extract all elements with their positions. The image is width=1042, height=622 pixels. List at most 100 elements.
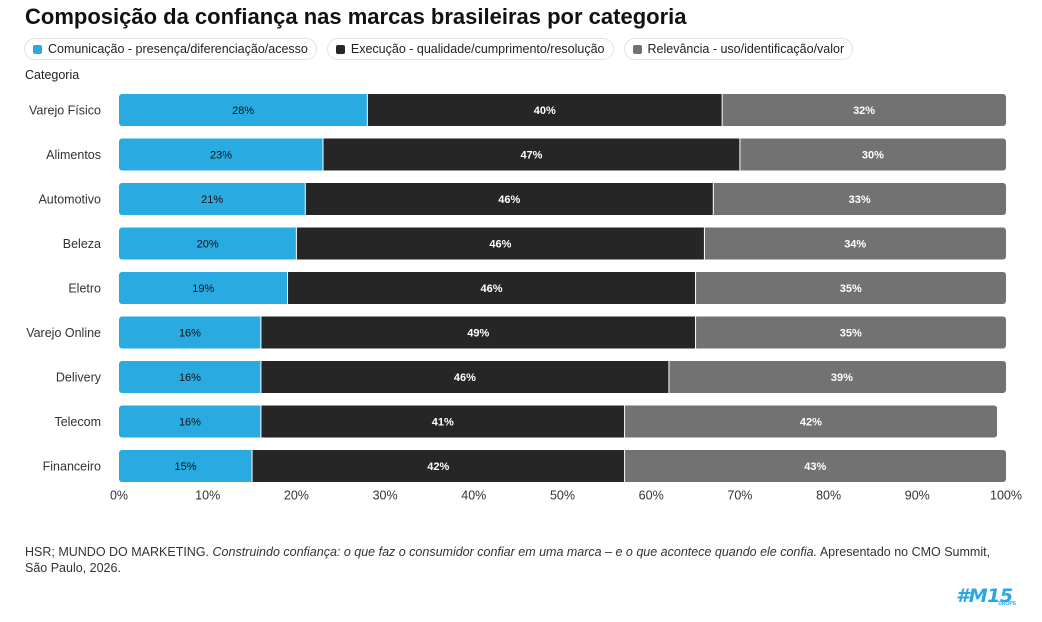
legend-item-relevancia[interactable]: Relevância - uso/identificação/valor [623,38,854,60]
data-label-execucao-beleza: 46% [489,239,511,251]
bar-relevancia-delivery [668,361,1006,393]
data-label-relevancia-alimentos: 30% [862,150,884,162]
category-label-alimentos: Alimentos [46,148,101,162]
bar-relevancia-financeiro [624,450,1006,482]
bar-execucao-eletro [287,272,696,304]
data-label-execucao-delivery: 46% [454,372,476,384]
bar-relevancia-telecom [624,405,998,438]
category-label-varejo-online: Varejo Online [26,326,101,340]
data-label-execucao-telecom: 41% [432,417,454,429]
legend-swatch-comunicacao [33,44,42,54]
x-tick-label-2: 20% [284,489,309,503]
data-label-execucao-eletro: 46% [481,283,503,295]
bar-row-delivery [119,361,1006,393]
stacked-bar-chart: Varejo Físico 28% 40% 32% Alimentos 23% 47% 30%… [26,94,1022,503]
data-label-relevancia-beleza: 34% [844,239,866,251]
bar-execucao-telecom [260,405,625,438]
data-label-execucao-varejo-online: 49% [467,328,489,340]
bar-row-alimentos [119,138,1006,171]
data-label-comunicacao-alimentos: 23% [210,150,232,162]
x-tick-label-6: 60% [639,489,664,503]
bar-relevancia-varejo-fisico [722,94,1006,126]
y-axis-title: Categoria [25,68,80,82]
data-label-comunicacao-financeiro: 15% [175,461,197,473]
bar-execucao-varejo-online [260,316,696,349]
data-label-comunicacao-automotivo: 21% [201,194,223,206]
bar-comunicacao-delivery [119,361,261,393]
data-label-comunicacao-varejo-online: 16% [179,328,201,340]
chart-title: Composição da confiança nas marcas brasi… [25,4,687,29]
source-title: Construindo confiança: o que faz o consu… [212,545,818,559]
data-label-execucao-alimentos: 47% [520,150,542,162]
data-label-relevancia-eletro: 35% [840,283,862,295]
bar-row-automotivo [119,183,1006,215]
bar-row-telecom [119,405,998,438]
x-tick-label-1: 10% [195,489,220,503]
category-label-automotivo: Automotivo [38,193,101,207]
bar-comunicacao-financeiro [119,450,253,482]
bar-relevancia-varejo-online [695,316,1006,349]
category-label-eletro: Eletro [68,282,101,296]
data-label-relevancia-varejo-fisico: 32% [853,105,875,117]
bar-execucao-varejo-fisico [367,94,723,126]
bar-comunicacao-eletro [119,272,288,304]
legend-item-comunicacao[interactable]: Comunicação - presença/diferenciação/ace… [24,38,317,60]
legend-label-relevancia: Relevância - uso/identificação/valor [647,42,845,56]
x-tick-label-7: 70% [727,489,752,503]
legend-label-comunicacao: Comunicação - presença/diferenciação/ace… [48,42,308,56]
legend-label-execucao: Execução - qualidade/cumprimento/resoluç… [350,42,605,56]
x-tick-label-5: 50% [550,489,575,503]
bar-row-eletro [119,272,1006,304]
data-label-comunicacao-beleza: 20% [197,239,219,251]
source-suffix: Apresentado no CMO Summit, São Paulo, 20… [25,545,991,575]
source-prefix: HSR; MUNDO DO MARKETING. [25,545,213,559]
bar-row-beleza [119,227,1006,260]
data-label-relevancia-financeiro: 43% [804,461,826,473]
legend: Comunicação - presença/diferenciação/ace… [24,38,854,60]
data-label-relevancia-delivery: 39% [831,372,853,384]
data-label-relevancia-automotivo: 33% [849,194,871,206]
bar-comunicacao-telecom [119,405,261,438]
legend-swatch-relevancia [632,44,642,54]
bar-comunicacao-automotivo [119,183,306,215]
logo-main-text: #M15 [956,585,1013,607]
category-label-delivery: Delivery [56,371,102,385]
bar-execucao-delivery [260,361,669,393]
x-tick-label-10: 100% [990,489,1022,503]
bar-comunicacao-varejo-fisico [119,94,368,126]
data-label-relevancia-varejo-online: 35% [840,328,862,340]
x-tick-label-3: 30% [373,489,398,503]
data-label-execucao-varejo-fisico: 40% [534,105,556,117]
data-label-relevancia-telecom: 42% [800,417,822,429]
data-label-comunicacao-delivery: 16% [179,372,201,384]
bar-row-varejo-fisico [119,94,1006,126]
category-label-varejo-fisico: Varejo Físico [29,104,101,118]
bar-relevancia-eletro [695,272,1006,304]
bar-execucao-financeiro [252,450,625,482]
x-tick-label-4: 40% [461,489,486,503]
bar-execucao-alimentos [323,138,740,171]
category-label-telecom: Telecom [54,415,101,429]
logo-sub-text: DROPS [998,601,1016,607]
legend-item-execucao[interactable]: Execução - qualidade/cumprimento/resoluç… [326,38,614,60]
bar-row-financeiro [119,450,1006,482]
bar-comunicacao-varejo-online [119,316,261,349]
bar-execucao-automotivo [305,183,714,215]
bar-relevancia-automotivo [713,183,1006,215]
data-label-execucao-financeiro: 42% [427,461,449,473]
x-tick-label-0: 0% [110,489,128,503]
category-label-beleza: Beleza [63,237,101,251]
legend-swatch-execucao [335,44,345,54]
x-tick-label-9: 90% [905,489,930,503]
bar-comunicacao-alimentos [119,138,324,171]
bar-relevancia-beleza [704,227,1006,260]
bar-execucao-beleza [296,227,705,260]
data-label-comunicacao-telecom: 16% [179,417,201,429]
category-label-financeiro: Financeiro [43,460,101,474]
bar-row-varejo-online [119,316,1006,349]
x-tick-label-8: 80% [816,489,841,503]
data-label-comunicacao-eletro: 19% [192,283,214,295]
data-label-comunicacao-varejo-fisico: 28% [232,105,254,117]
m15-logo: #M15 DROPS [956,586,1018,612]
bar-relevancia-alimentos [739,138,1006,171]
